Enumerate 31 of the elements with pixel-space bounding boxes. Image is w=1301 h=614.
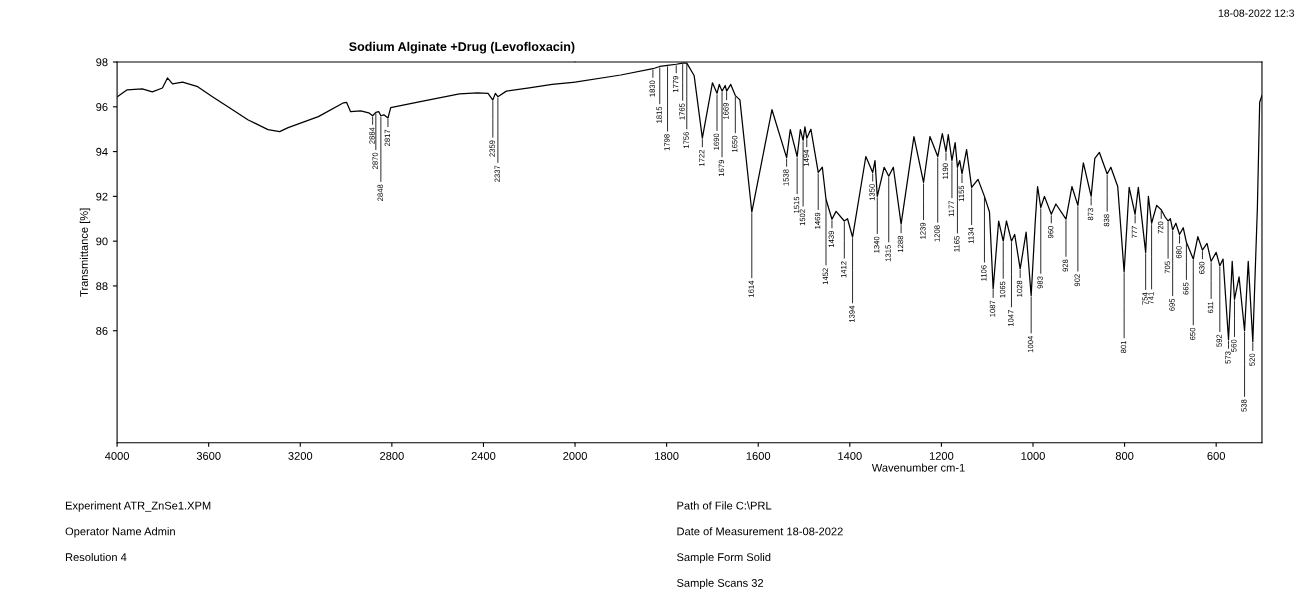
x-axis-title: Wavenumber cm-1 — [871, 463, 965, 472]
x-tick-label: 2400 — [471, 452, 496, 460]
x-tick-label: 2800 — [380, 452, 404, 460]
text: 18-08-2022 12:3 — [1218, 9, 1295, 17]
x-tick-label: 800 — [1115, 452, 1134, 460]
text: Experiment ATR_ZnSe1.XPM — [65, 501, 211, 512]
x-tick-label: 1000 — [1021, 452, 1045, 460]
text: Sample Form Solid — [677, 552, 771, 564]
chart-title: Sodium Alginate +Drug (Levofloxacin) — [349, 41, 575, 54]
text: Date of Measurement 18-08-2022 — [677, 527, 843, 536]
text: Sample Scans 32 — [677, 578, 764, 590]
x-tick-label: 1800 — [655, 452, 679, 460]
x-tick-label: 2000 — [563, 452, 587, 460]
y-tick-label: 92 — [96, 192, 108, 201]
x-tick-label: 1400 — [838, 452, 862, 460]
y-tick-label: 94 — [96, 147, 108, 156]
x-tick-label: 3600 — [196, 452, 221, 460]
y-tick-label: 96 — [96, 103, 108, 111]
x-tick-label: 1200 — [929, 452, 954, 460]
y-tick-label: 88 — [96, 282, 108, 291]
y-axis-title: Transmittance [%] — [79, 208, 91, 297]
x-tick-label: 1600 — [746, 452, 771, 460]
x-tick-label: 3200 — [288, 452, 313, 460]
text: Operator Name Admin — [65, 527, 175, 538]
y-tick-label: 86 — [96, 327, 108, 335]
text: Resolution 4 — [65, 552, 127, 562]
text: Path of File C:\PRL — [677, 501, 772, 510]
x-tick-label: 4000 — [104, 452, 130, 460]
x-tick-label: 600 — [1207, 452, 1226, 460]
y-tick-label: 90 — [96, 237, 108, 246]
y-tick-label: 98 — [96, 58, 108, 67]
